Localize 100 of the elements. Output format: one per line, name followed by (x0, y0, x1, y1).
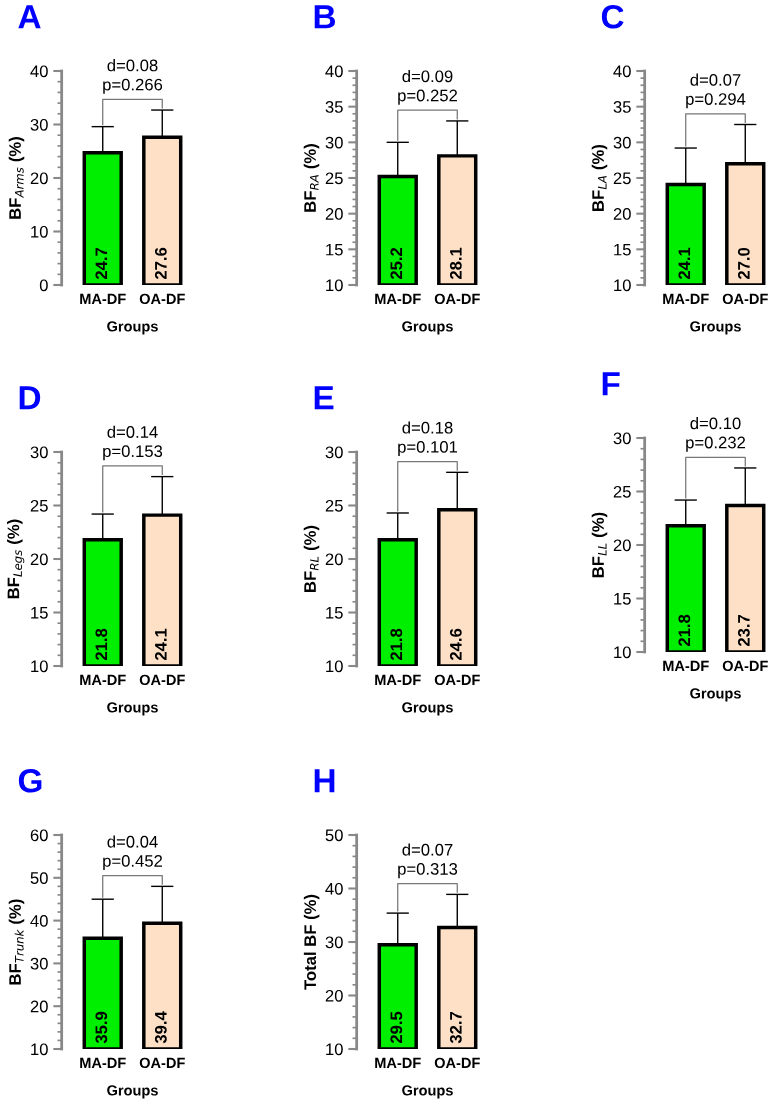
y-tick-label: 30 (613, 432, 631, 445)
annotation: d=0.18 p=0.101 (398, 421, 458, 457)
y-axis-title: BF$_{LA}$ (%) (591, 144, 608, 211)
y-tick-label: 35 (613, 101, 631, 113)
y-tick-label: 10 (326, 279, 343, 292)
x-tick-label: OA-DF (434, 1057, 480, 1069)
y-tick-label: 25 (30, 499, 48, 512)
chart-title: H (314, 769, 335, 793)
x-axis-title: Groups (107, 1085, 158, 1099)
y-tick-label: 20 (613, 208, 631, 220)
annotation: d=0.10 p=0.232 (686, 417, 746, 452)
y-axis-title: Total BF (%) (303, 894, 320, 990)
y-tick-label: 60 (30, 829, 48, 842)
x-tick-label: OA-DF (434, 293, 480, 305)
y-axis-title: BF$_{Arms}$ (%) (8, 137, 25, 219)
y-tick-label: 30 (30, 118, 48, 131)
x-tick-label: OA-DF (722, 293, 768, 305)
chart-title: A (18, 5, 41, 29)
y-tick-label: 25 (613, 172, 631, 185)
y-tick-label: 40 (30, 915, 48, 927)
x-tick-label: MA-DF (663, 660, 709, 671)
x-tick-label: MA-DF (80, 293, 126, 304)
chart-title: D (19, 386, 41, 410)
x-tick-label: MA-DF (375, 293, 421, 304)
y-tick-label: 20 (325, 208, 343, 220)
y-tick-label: 15 (31, 607, 48, 619)
x-tick-label: MA-DF (80, 1057, 126, 1068)
y-tick-label: 15 (326, 607, 343, 619)
data-label: 35.9 (95, 1011, 108, 1044)
y-axis-title: BF$_{RA}$ (%) (303, 144, 320, 212)
y-tick-label: 10 (326, 660, 343, 673)
x-tick-label: OA-DF (139, 674, 185, 686)
x-tick-label: OA-DF (722, 660, 768, 672)
data-label: 29.5 (390, 1011, 403, 1044)
x-axis-title: Groups (402, 1085, 453, 1099)
y-axis-title: BF$_{RL}$ (%) (303, 525, 320, 592)
y-tick-label: 10 (31, 660, 48, 673)
annotation: d=0.08 p=0.266 (103, 59, 163, 94)
chart-title: E (314, 386, 334, 410)
data-label: 21.8 (678, 614, 691, 647)
y-tick-label: 10 (31, 225, 48, 238)
y-tick-label: 10 (614, 279, 631, 292)
y-tick-label: 10 (31, 1043, 48, 1056)
y-tick-label: 10 (326, 1043, 343, 1056)
y-tick-label: 30 (325, 936, 343, 949)
data-label: 21.8 (95, 628, 108, 661)
chart-title: G (18, 768, 42, 793)
y-tick-label: 40 (613, 65, 631, 78)
data-label: 21.8 (390, 628, 403, 661)
y-tick-label: 40 (30, 65, 48, 78)
x-tick-label: MA-DF (375, 1057, 421, 1068)
y-axis-title: BF$_{Trunk}$ (%) (8, 899, 25, 985)
y-tick-label: 40 (325, 65, 343, 78)
annotation: d=0.04 p=0.452 (103, 835, 163, 871)
y-tick-label: 20 (613, 539, 631, 552)
x-axis-title: Groups (402, 321, 453, 335)
x-tick-label: OA-DF (139, 1057, 185, 1069)
data-label: 32.7 (449, 1011, 462, 1044)
y-tick-label: 20 (30, 172, 48, 185)
y-tick-label: 0 (39, 279, 48, 292)
y-tick-label: 25 (613, 485, 631, 498)
x-axis-title: Groups (107, 321, 158, 335)
annotation: d=0.09 p=0.252 (398, 69, 458, 105)
x-axis-title: Groups (690, 321, 741, 335)
x-axis-title: Groups (402, 702, 453, 716)
y-tick-label: 10 (614, 646, 631, 659)
annotation: d=0.07 p=0.313 (398, 843, 458, 879)
x-axis-title: Groups (107, 702, 158, 716)
x-tick-label: MA-DF (80, 674, 126, 685)
y-tick-label: 20 (325, 989, 343, 1002)
y-tick-label: 20 (30, 1000, 48, 1013)
y-tick-label: 30 (30, 957, 48, 970)
y-tick-label: 30 (325, 446, 343, 459)
x-tick-label: OA-DF (139, 293, 185, 305)
data-label: 24.1 (154, 628, 167, 661)
y-tick-label: 35 (325, 101, 343, 113)
chart-title: B (314, 5, 336, 29)
data-label: 24.6 (449, 628, 462, 661)
y-tick-label: 50 (325, 829, 343, 842)
y-tick-label: 50 (30, 872, 48, 884)
x-tick-label: MA-DF (663, 293, 709, 304)
data-label: 23.7 (737, 614, 750, 647)
y-axis-title: BF$_{LL}$ (%) (591, 512, 608, 578)
chart-title: F (602, 372, 620, 396)
data-label: 39.4 (154, 1011, 167, 1044)
chart-title: C (601, 4, 624, 29)
y-tick-label: 25 (325, 172, 343, 185)
annotation: d=0.07 p=0.294 (686, 73, 746, 109)
y-axis-title: BF$_{Legs}$ (%) (7, 519, 25, 599)
data-label: 24.1 (678, 247, 691, 280)
x-tick-label: MA-DF (375, 674, 421, 685)
y-tick-label: 20 (325, 553, 343, 566)
y-tick-label: 30 (325, 136, 343, 149)
data-label: 27.6 (154, 247, 167, 280)
y-tick-label: 20 (30, 553, 48, 566)
y-tick-label: 30 (30, 446, 48, 459)
data-label: 27.0 (737, 247, 750, 280)
y-tick-label: 30 (613, 136, 631, 149)
data-label: 25.2 (390, 247, 403, 280)
y-tick-label: 15 (326, 243, 343, 256)
